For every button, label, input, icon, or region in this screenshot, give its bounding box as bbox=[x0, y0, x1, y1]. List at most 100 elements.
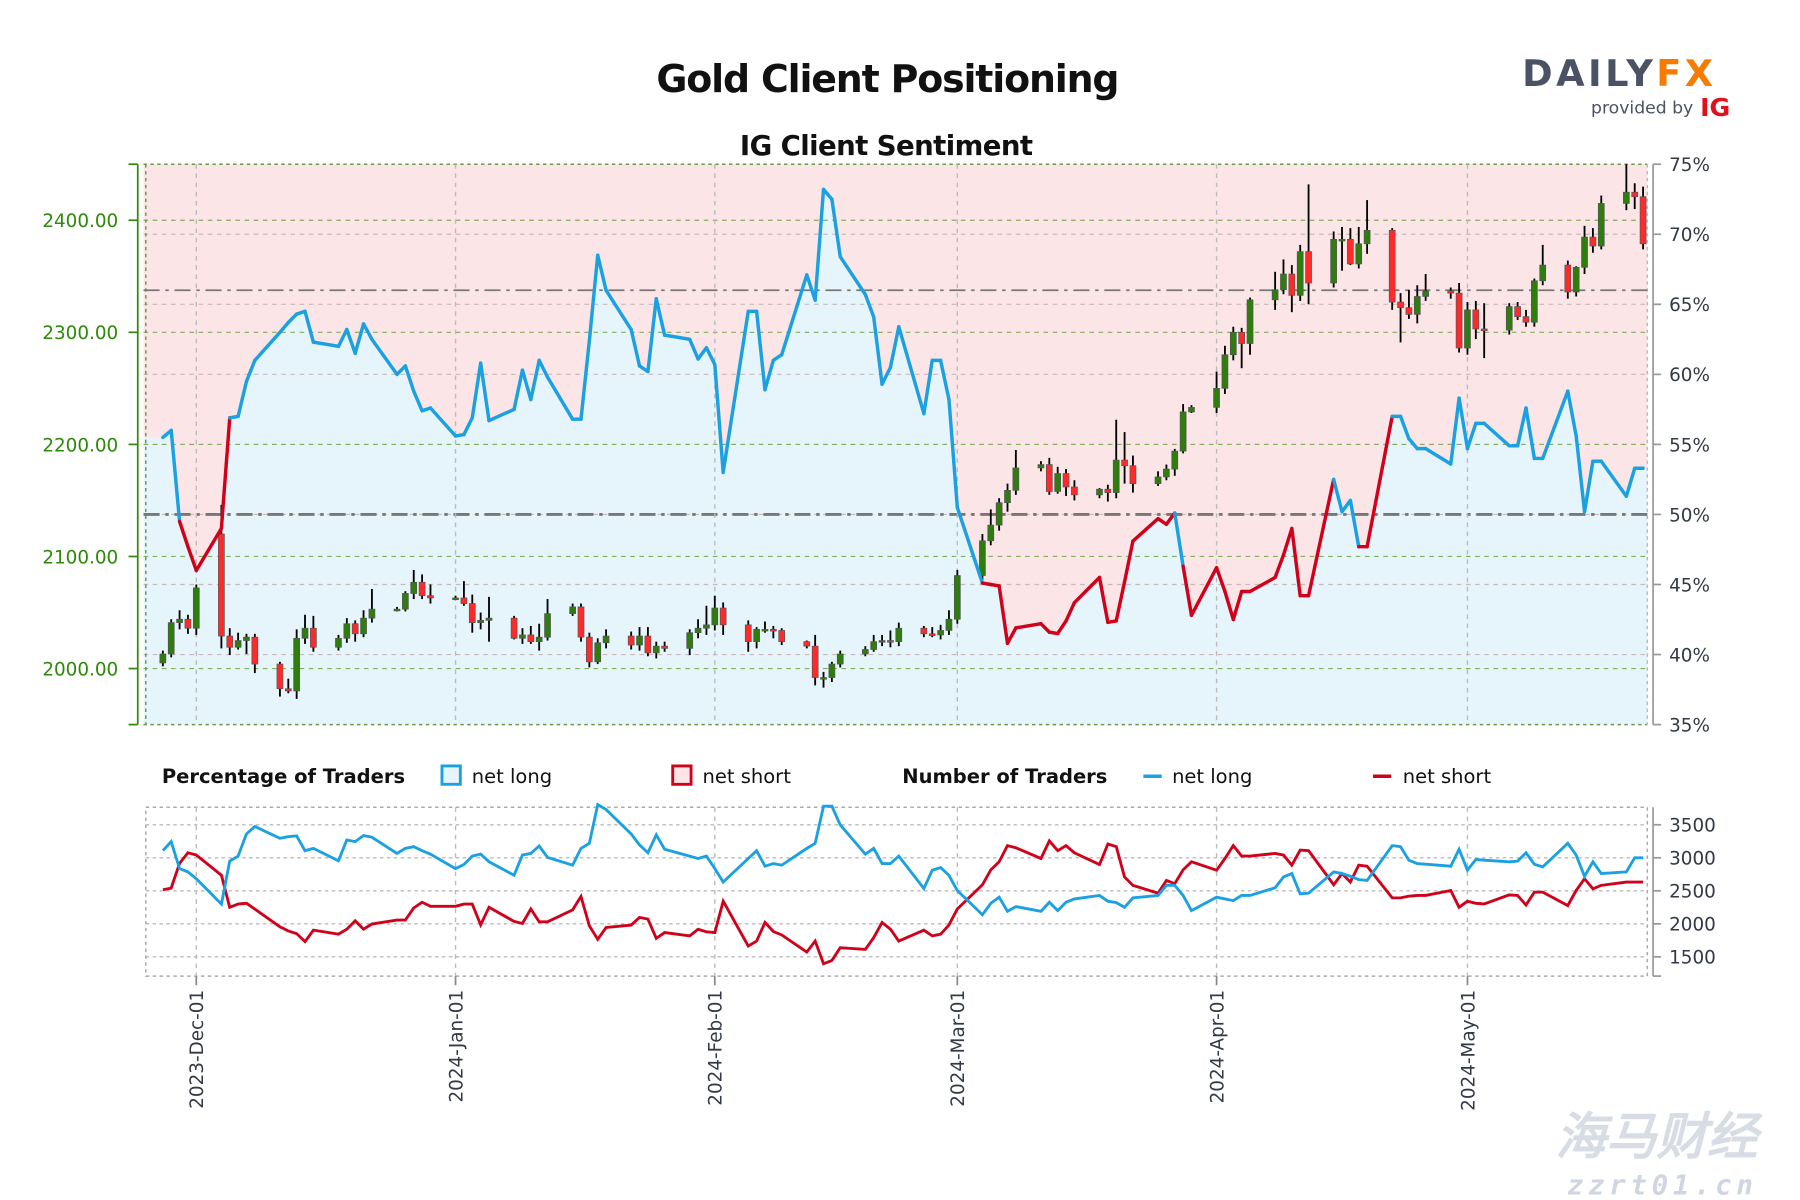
net-long-pct-segment bbox=[253, 330, 282, 363]
net-long-pct-segment bbox=[646, 296, 658, 374]
net-long-pct-segment bbox=[880, 365, 893, 386]
net-long-pct-segment bbox=[830, 197, 842, 259]
legend-pct-long-swatch bbox=[440, 764, 462, 786]
price-candle bbox=[1564, 260, 1572, 299]
price-candle bbox=[427, 584, 434, 604]
price-candle bbox=[176, 610, 183, 630]
net-long-pct-segment bbox=[1398, 414, 1411, 441]
candle-body bbox=[1179, 411, 1187, 452]
price-candle bbox=[1514, 302, 1521, 320]
price-tick-label: 2200.00 bbox=[42, 435, 118, 456]
candle-body bbox=[1422, 290, 1429, 297]
candle-body bbox=[167, 622, 175, 655]
candle-body bbox=[694, 627, 702, 634]
candle-body bbox=[251, 636, 259, 665]
price-candle bbox=[569, 603, 576, 616]
candle-body bbox=[878, 640, 886, 643]
price-candle bbox=[184, 614, 192, 634]
candle-body bbox=[293, 637, 300, 692]
net-long-pct-segment bbox=[1097, 575, 1110, 625]
pct-tick-label: 35% bbox=[1669, 715, 1710, 736]
candle-body bbox=[159, 653, 167, 664]
price-candle bbox=[1405, 289, 1413, 319]
candle-body bbox=[577, 606, 585, 638]
price-candle bbox=[1639, 186, 1647, 250]
net-long-pct-segment bbox=[1582, 459, 1595, 514]
net-long-pct-segment bbox=[947, 397, 960, 510]
net-long-pct-segment bbox=[1005, 626, 1018, 646]
chart-title: Gold Client Positioning bbox=[656, 57, 1118, 101]
candle-body bbox=[544, 613, 551, 638]
price-candle bbox=[1188, 405, 1195, 414]
candle-body bbox=[284, 688, 292, 692]
price-tick-label: 2400.00 bbox=[42, 211, 118, 232]
candle-body bbox=[351, 623, 359, 635]
chart-subtitle: IG Client Sentiment bbox=[740, 130, 1033, 162]
price-candle bbox=[711, 595, 719, 631]
candle-body bbox=[1271, 289, 1279, 301]
price-candle bbox=[1163, 464, 1170, 481]
price-candle bbox=[586, 632, 593, 668]
price-candle bbox=[1413, 285, 1421, 324]
candle-body bbox=[402, 593, 409, 610]
candle-body bbox=[945, 618, 953, 631]
net-long-pct-segment bbox=[1181, 564, 1194, 618]
price-candle bbox=[1213, 371, 1220, 414]
candle-body bbox=[1246, 299, 1254, 344]
traders-tick-label: 3000 bbox=[1669, 849, 1716, 870]
price-sentiment-plot: 35% 40% 45% 50% 55% 60% 65% 70% 75% 2000.00 2100.0… bbox=[42, 155, 1710, 736]
candle-body bbox=[995, 502, 1003, 526]
traders-net-long-line bbox=[161, 802, 1644, 917]
candle-body bbox=[1054, 473, 1062, 492]
candle-body bbox=[744, 624, 752, 643]
candle-body bbox=[644, 635, 652, 654]
price-candle bbox=[1355, 226, 1363, 269]
net-long-pct-segment bbox=[219, 416, 232, 531]
net-long-pct-segment bbox=[403, 364, 416, 393]
candle-body bbox=[1413, 296, 1421, 315]
candle-body bbox=[928, 633, 936, 636]
net-long-pct-segment bbox=[713, 362, 725, 475]
candle-body bbox=[1472, 309, 1480, 330]
candle-body bbox=[460, 597, 468, 604]
price-candle bbox=[1581, 225, 1588, 275]
net-long-pct-segment bbox=[1306, 477, 1336, 598]
price-candle bbox=[1539, 244, 1547, 286]
candle-body bbox=[1004, 490, 1011, 504]
candle-body bbox=[1397, 301, 1404, 309]
price-candle bbox=[1154, 471, 1162, 486]
candle-body bbox=[1062, 473, 1070, 488]
price-candle bbox=[360, 610, 367, 638]
candle-body bbox=[803, 641, 811, 647]
price-candle bbox=[694, 619, 702, 639]
price-candle bbox=[836, 650, 844, 668]
price-candle bbox=[1472, 300, 1480, 340]
price-candle bbox=[761, 621, 769, 633]
candle-body bbox=[1280, 273, 1287, 291]
price-candle bbox=[293, 629, 300, 699]
price-tick-label: 2000.00 bbox=[42, 659, 118, 680]
candle-body bbox=[1071, 486, 1078, 496]
traders-tick-label: 2000 bbox=[1669, 915, 1716, 936]
candle-body bbox=[703, 624, 710, 629]
net-long-pct-segment bbox=[1457, 396, 1470, 451]
net-long-pct-segment bbox=[345, 327, 357, 356]
candle-body bbox=[1581, 236, 1588, 268]
candle-body bbox=[1572, 266, 1580, 293]
price-candle bbox=[159, 650, 167, 667]
price-candle bbox=[510, 615, 518, 640]
candle-body bbox=[452, 597, 459, 601]
net-long-pct-segment bbox=[704, 346, 717, 367]
price-candle bbox=[1045, 457, 1053, 495]
price-candle bbox=[1447, 287, 1455, 299]
legend-pct-short-swatch bbox=[671, 764, 693, 786]
candle-body bbox=[1522, 316, 1530, 323]
candle-body bbox=[594, 642, 602, 663]
price-candle bbox=[987, 509, 995, 546]
candle-body bbox=[987, 524, 995, 542]
legend: Percentage of Traders net long net short… bbox=[162, 764, 1491, 788]
candle-body bbox=[1505, 306, 1513, 331]
price-candle bbox=[1004, 483, 1011, 512]
candle-body bbox=[360, 617, 367, 635]
candle-body bbox=[828, 663, 836, 678]
